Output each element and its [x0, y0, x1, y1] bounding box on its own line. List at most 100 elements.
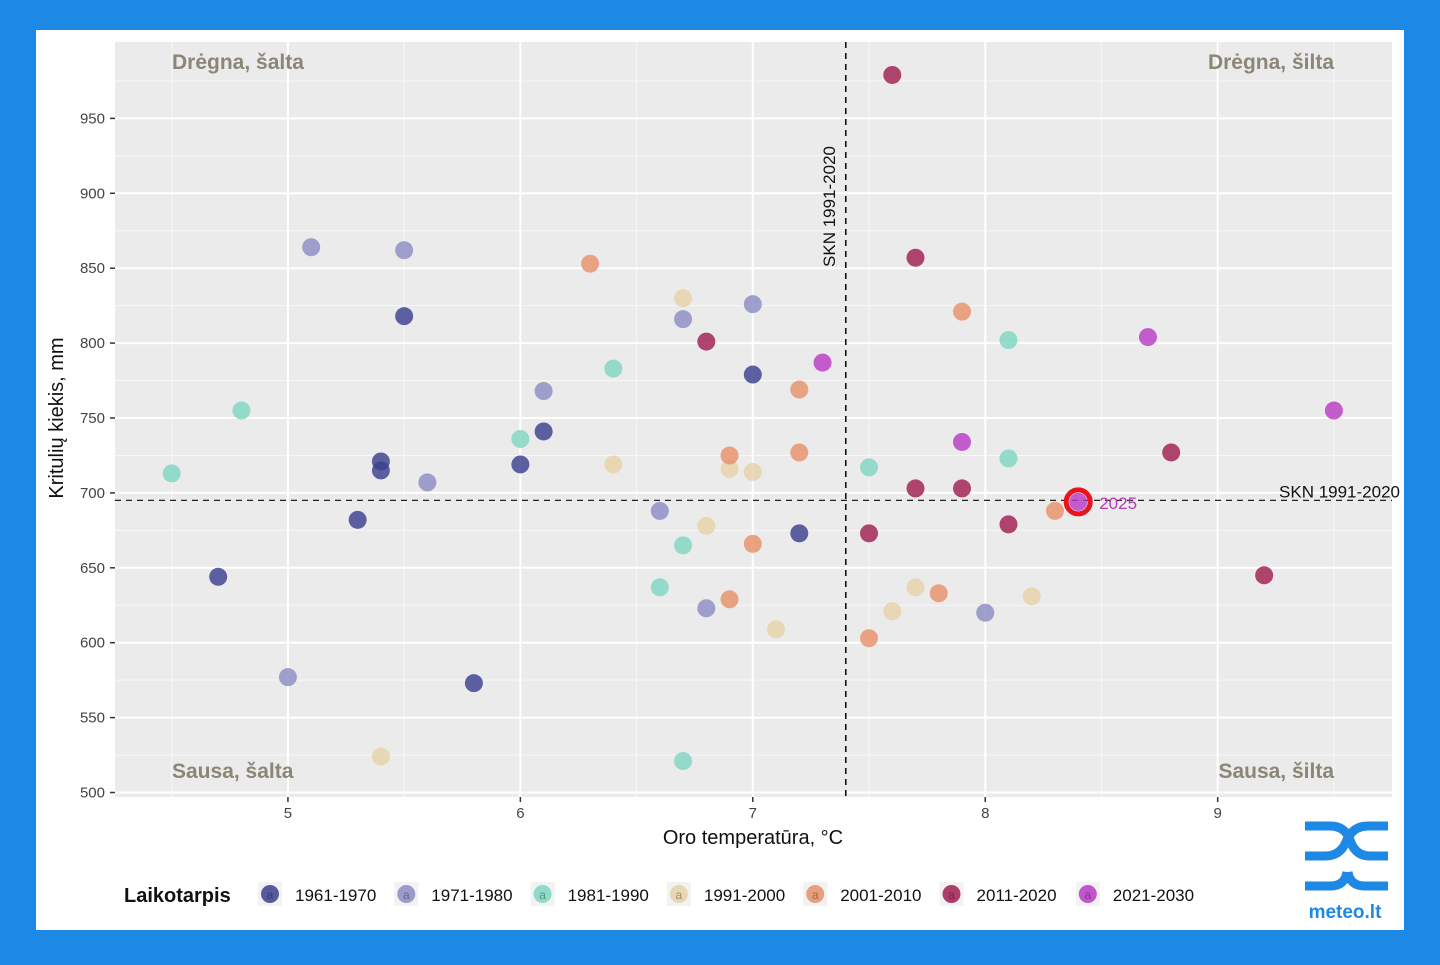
reference-lines: SKN 1991-2020 — [115, 42, 1392, 797]
logo-mark-icon — [1305, 821, 1388, 891]
data-point — [1162, 443, 1181, 462]
data-point — [1045, 501, 1064, 520]
x-tick-label: 9 — [1214, 805, 1222, 822]
data-point — [162, 464, 181, 483]
data-point — [790, 524, 809, 543]
meteo-logo: meteo.lt — [1305, 821, 1388, 923]
x-tick-label: 5 — [284, 805, 292, 822]
data-point — [674, 289, 693, 308]
data-point — [697, 599, 716, 618]
data-point — [395, 241, 414, 260]
data-point — [860, 458, 879, 477]
data-point — [860, 629, 879, 648]
legend-swatch — [806, 885, 825, 903]
legend-entry: 1991-2000 — [704, 886, 785, 905]
data-point — [720, 590, 739, 609]
legend-swatch — [669, 885, 688, 903]
data-point — [883, 65, 902, 84]
data-point — [743, 534, 762, 553]
reference-line-horizontal-label: SKN 1991-2020 — [1279, 482, 1400, 501]
legend-entry: 1971-1980 — [431, 886, 512, 905]
legend-entry: 1981-1990 — [568, 886, 649, 905]
data-point — [952, 479, 971, 498]
data-point — [952, 302, 971, 321]
data-point — [999, 449, 1018, 468]
x-tick-label: 6 — [516, 805, 524, 822]
y-axis-label: Kritulių kiekis, mm — [46, 337, 68, 498]
y-tick-label: 800 — [80, 335, 105, 352]
data-point — [534, 422, 553, 441]
quadrant-label-bottom-right: Sausa, šilta — [1218, 760, 1334, 783]
legend-glyph: a — [1084, 888, 1091, 902]
y-tick-label: 700 — [80, 485, 105, 502]
data-point — [720, 459, 739, 478]
legend-glyph: a — [676, 888, 683, 902]
data-point — [697, 332, 716, 351]
y-tick-label: 650 — [80, 560, 105, 577]
data-point — [790, 380, 809, 399]
data-point — [743, 462, 762, 481]
x-tick-label: 8 — [981, 805, 989, 822]
data-point — [674, 310, 693, 329]
y-tick-label: 500 — [80, 785, 105, 802]
y-tick-label: 550 — [80, 710, 105, 727]
logo-text: meteo.lt — [1309, 902, 1383, 923]
data-point — [999, 515, 1018, 534]
y-tick-label: 750 — [80, 410, 105, 427]
legend-swatch — [533, 885, 552, 903]
data-point — [604, 455, 623, 474]
data-point — [743, 365, 762, 384]
data-point — [581, 254, 600, 273]
data-point — [906, 479, 925, 498]
data-point — [371, 461, 390, 480]
data-point — [952, 432, 971, 451]
data-point — [860, 524, 879, 543]
data-point — [883, 602, 902, 621]
y-tick-label: 900 — [80, 185, 105, 202]
y-tick-label: 850 — [80, 260, 105, 277]
data-point — [1069, 492, 1088, 511]
legend-glyph: a — [267, 888, 274, 902]
data-point — [232, 401, 251, 420]
data-point — [464, 674, 483, 693]
points: 2025 SKN 1991-2020 — [162, 65, 1400, 771]
data-point — [674, 752, 693, 771]
legend: Laikotarpis a 1961-1970 a 1971-1980 a 1981-19… — [124, 882, 1194, 907]
legend-entry: 1961-1970 — [295, 886, 376, 905]
data-point — [1022, 587, 1041, 606]
legend-glyph: a — [403, 888, 410, 902]
axes: 5 6 7 8 9 500 550 600 650 700 750 800 850 900 950 — [80, 110, 1222, 822]
y-tick-label: 950 — [80, 110, 105, 127]
legend-title: Laikotarpis — [124, 885, 231, 907]
legend-glyph: a — [948, 888, 955, 902]
data-point — [371, 747, 390, 766]
data-point — [1255, 566, 1274, 585]
data-point — [743, 295, 762, 314]
data-point — [395, 307, 414, 326]
data-point — [511, 429, 530, 448]
legend-glyph: a — [539, 888, 546, 902]
quadrant-label-bottom-left: Sausa, šalta — [172, 760, 294, 783]
reference-line-vertical-label: SKN 1991-2020 — [820, 146, 839, 267]
data-point — [906, 578, 925, 597]
data-point — [999, 331, 1018, 350]
legend-glyph: a — [812, 888, 819, 902]
y-tick-label: 600 — [80, 635, 105, 652]
legend-swatch — [1078, 885, 1097, 903]
data-point — [348, 510, 367, 529]
data-point — [278, 668, 297, 687]
legend-swatch — [942, 885, 961, 903]
data-point — [976, 603, 995, 622]
data-point — [674, 536, 693, 555]
data-point — [720, 446, 739, 465]
data-point — [302, 238, 321, 257]
legend-entry: 2011-2020 — [977, 886, 1057, 905]
data-point — [650, 578, 669, 597]
legend-entry: 2001-2010 — [840, 886, 921, 905]
data-point — [534, 382, 553, 401]
legend-entry: 2021-2030 — [1113, 886, 1194, 905]
quadrant-label-top-right: Drėgna, šilta — [1208, 51, 1334, 74]
x-axis-label: Oro temperatūra, °C — [663, 827, 843, 849]
